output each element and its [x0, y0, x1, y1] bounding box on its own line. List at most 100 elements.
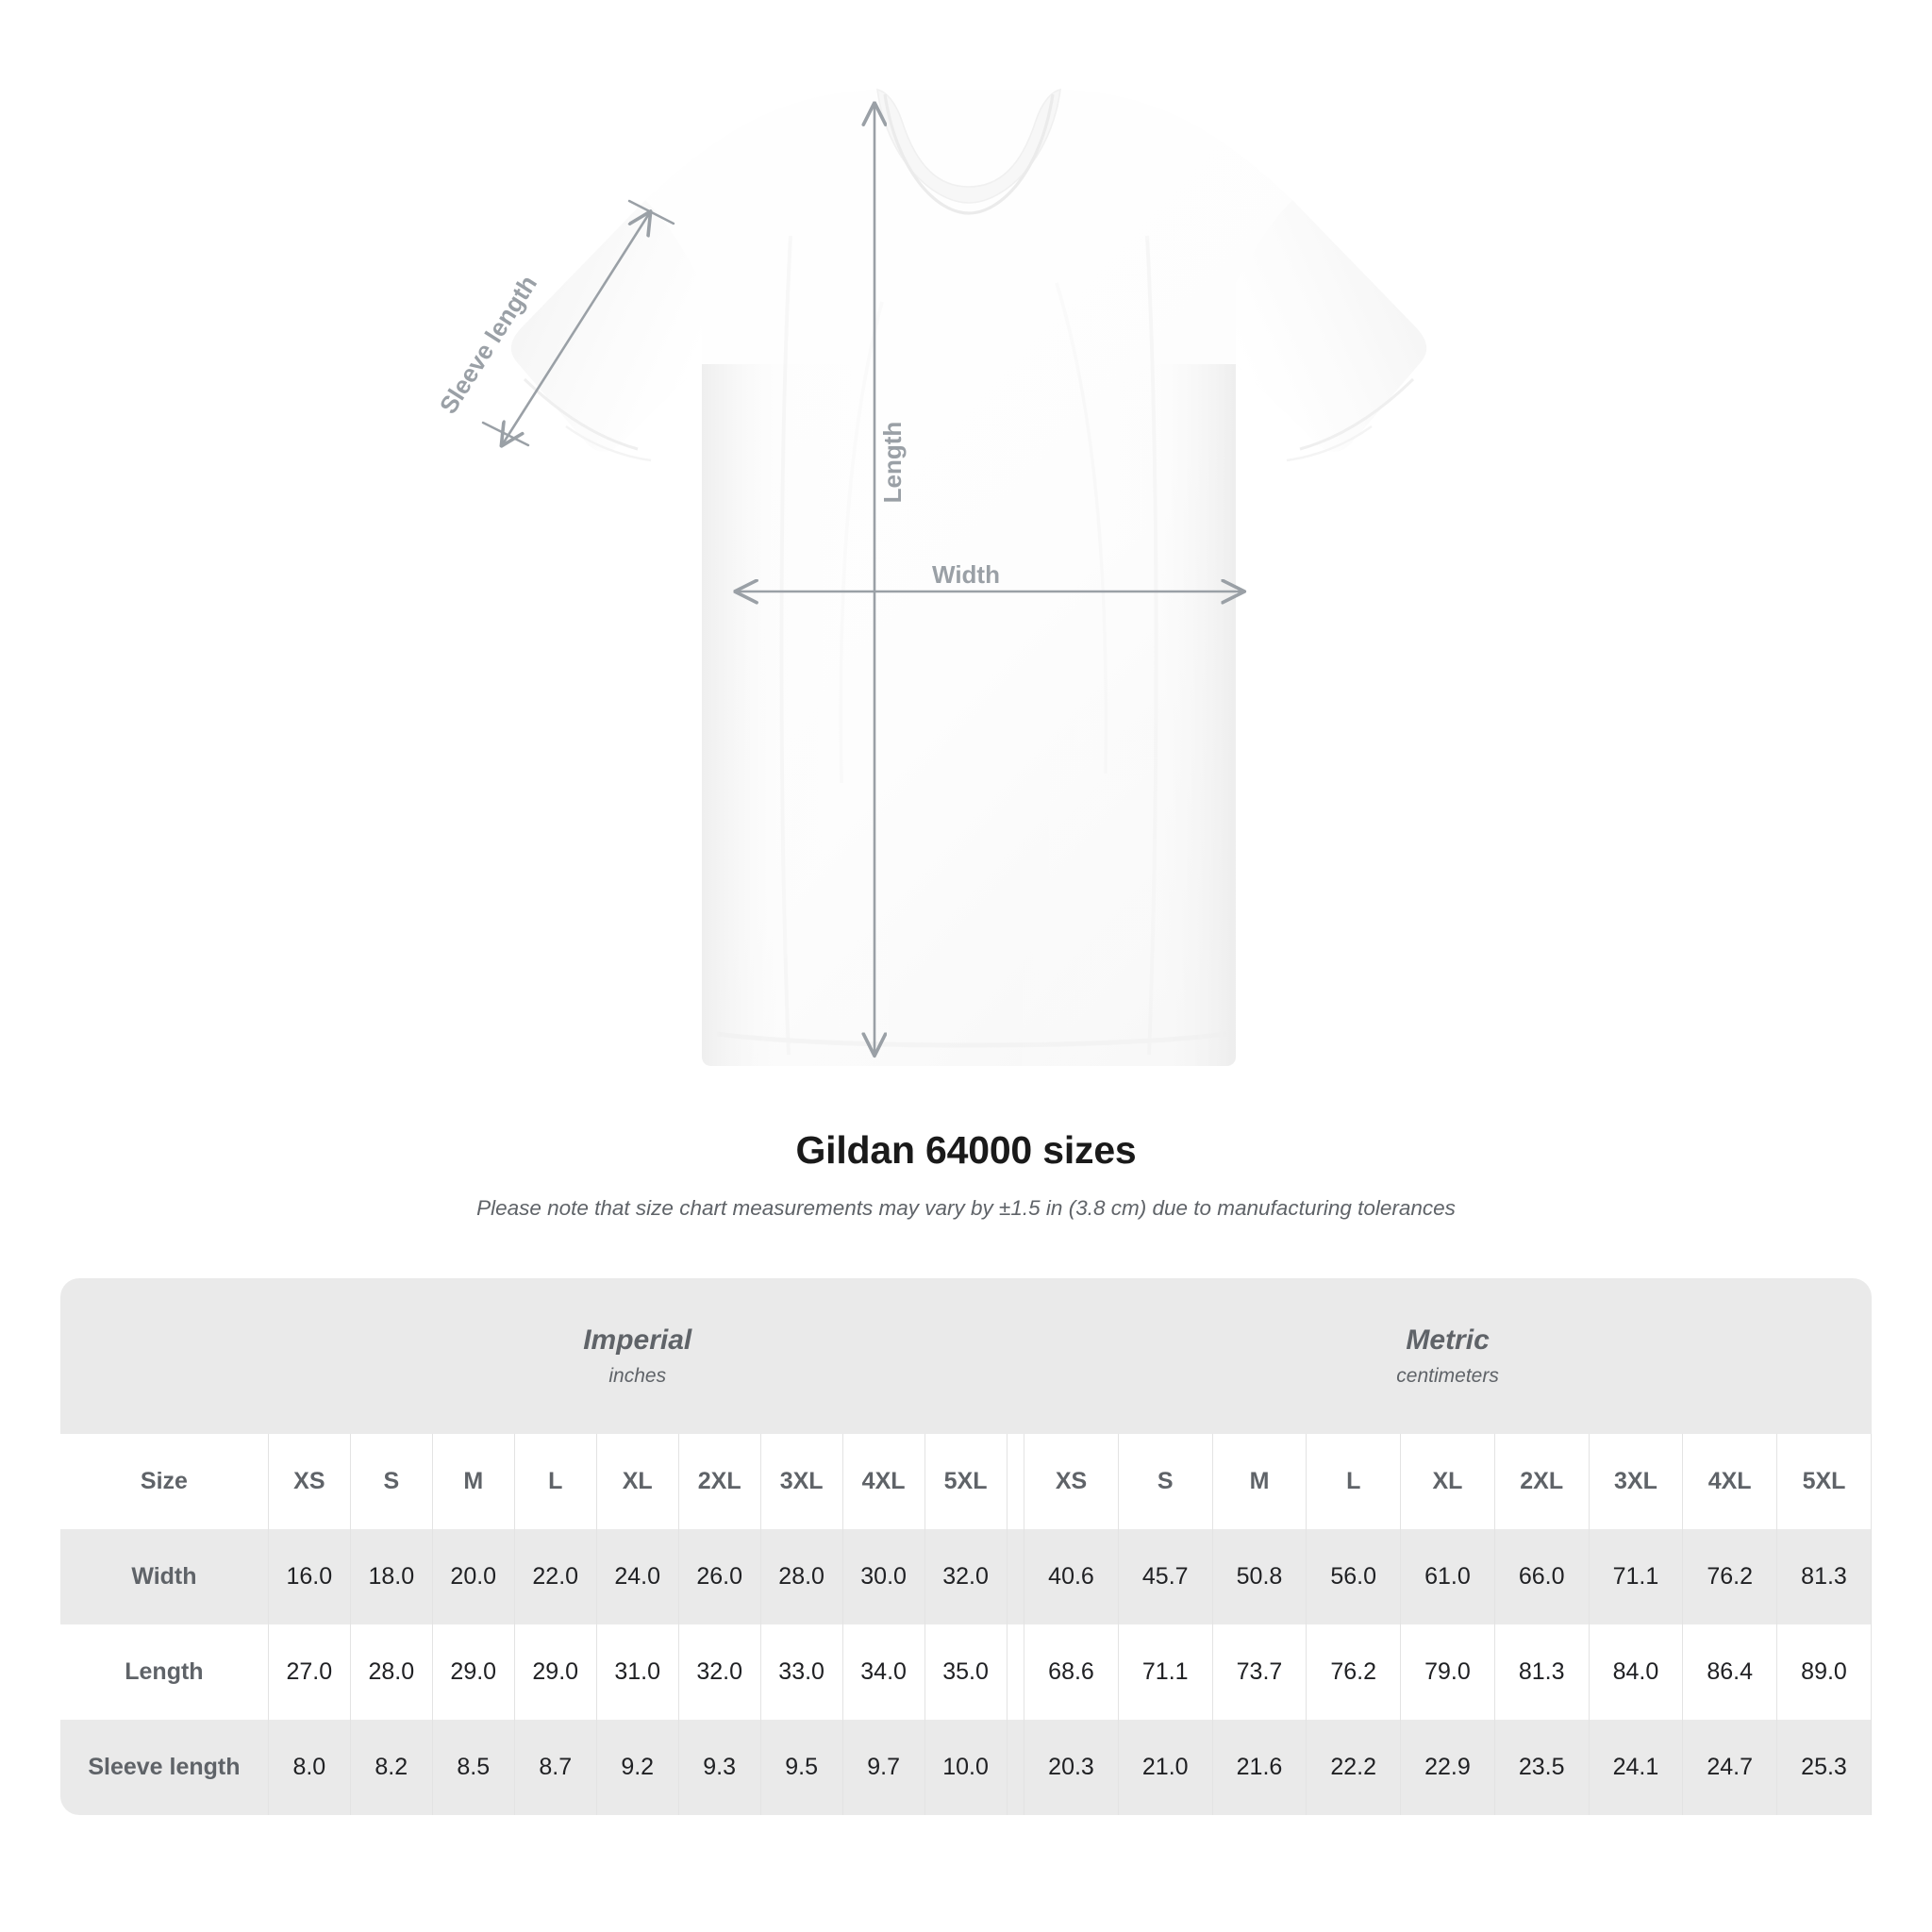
size-header-metric-s: S [1117, 1434, 1213, 1529]
size-header-metric-xs: XS [1024, 1434, 1119, 1529]
cell-length-metric-5xl: 89.0 [1776, 1624, 1872, 1720]
cell-sleeve-imperial-5xl: 10.0 [924, 1720, 1008, 1815]
cell-width-imperial-2xl: 26.0 [677, 1529, 761, 1624]
cell-sleeve-imperial-m: 8.5 [431, 1720, 515, 1815]
cell-width-metric-4xl: 76.2 [1682, 1529, 1778, 1624]
cell-sleeve-metric-l: 22.2 [1306, 1720, 1402, 1815]
shirt-body [510, 90, 1427, 1066]
unit-sub-metric: centimeters [1396, 1365, 1499, 1388]
table-row: Sleeve length 8.0 8.2 8.5 8.7 9.2 9.3 9.… [60, 1720, 1872, 1815]
cell-length-metric-m: 73.7 [1211, 1624, 1307, 1720]
cell-length-metric-xs: 68.6 [1024, 1624, 1119, 1720]
cell-length-imperial-xl: 31.0 [595, 1624, 679, 1720]
cell-length-metric-2xl: 81.3 [1493, 1624, 1590, 1720]
cell-width-metric-xs: 40.6 [1024, 1529, 1119, 1624]
cell-length-imperial-2xl: 32.0 [677, 1624, 761, 1720]
cell-length-imperial-4xl: 34.0 [841, 1624, 925, 1720]
cell-width-imperial-s: 18.0 [349, 1529, 433, 1624]
row-header-length: Length [60, 1624, 269, 1720]
cell-length-metric-l: 76.2 [1306, 1624, 1402, 1720]
size-header-imperial-s: S [349, 1434, 433, 1529]
cell-sleeve-metric-3xl: 24.1 [1588, 1720, 1684, 1815]
unit-sub-imperial: inches [608, 1365, 667, 1388]
cell-sleeve-imperial-l: 8.7 [513, 1720, 597, 1815]
section-divider-cell [1007, 1434, 1024, 1529]
shirt-collar [876, 88, 1061, 215]
cell-width-metric-5xl: 81.3 [1776, 1529, 1872, 1624]
unit-header-metric: Metric centimeters [1024, 1278, 1872, 1434]
unit-header-divider [1007, 1278, 1024, 1434]
size-header-imperial-2xl: 2XL [677, 1434, 761, 1529]
size-header-imperial-l: L [513, 1434, 597, 1529]
size-header-row: Size XS S M L XL 2XL 3XL 4XL 5XL XS S M … [60, 1434, 1872, 1529]
table-row: Length 27.0 28.0 29.0 29.0 31.0 32.0 33.… [60, 1624, 1872, 1720]
size-header-metric-xl: XL [1400, 1434, 1495, 1529]
cell-sleeve-metric-xl: 22.9 [1400, 1720, 1495, 1815]
cell-length-imperial-3xl: 33.0 [759, 1624, 843, 1720]
cell-length-metric-4xl: 86.4 [1682, 1624, 1778, 1720]
size-header-metric-2xl: 2XL [1493, 1434, 1590, 1529]
fabric-folds [716, 235, 1227, 1056]
size-header-imperial-xs: XS [267, 1434, 351, 1529]
cell-sleeve-imperial-3xl: 9.5 [759, 1720, 843, 1815]
unit-header-row: Imperial inches Metric centimeters [60, 1278, 1872, 1434]
heading-block: Gildan 64000 sizes Please note that size… [0, 1127, 1932, 1222]
tshirt-measurement-figure: Length Width Sleeve length [434, 88, 1427, 1066]
unit-title-metric: Metric [1406, 1324, 1490, 1356]
size-chart-table-wrapper: Imperial inches Metric centimeters Size … [60, 1278, 1872, 1815]
row-header-sleeve-length: Sleeve length [60, 1720, 269, 1815]
cell-width-imperial-l: 22.0 [513, 1529, 597, 1624]
cell-sleeve-metric-m: 21.6 [1211, 1720, 1307, 1815]
size-header-metric-3xl: 3XL [1588, 1434, 1684, 1529]
cell-length-imperial-l: 29.0 [513, 1624, 597, 1720]
size-chart-table: Imperial inches Metric centimeters Size … [60, 1278, 1872, 1815]
right-sleeve [1236, 200, 1427, 462]
cell-width-metric-2xl: 66.0 [1493, 1529, 1590, 1624]
cell-sleeve-metric-5xl: 25.3 [1776, 1720, 1872, 1815]
cell-sleeve-imperial-s: 8.2 [349, 1720, 433, 1815]
unit-title-imperial: Imperial [583, 1324, 692, 1356]
size-header-imperial-m: M [431, 1434, 515, 1529]
table-row: Width 16.0 18.0 20.0 22.0 24.0 26.0 28.0… [60, 1529, 1872, 1624]
cell-sleeve-imperial-xl: 9.2 [595, 1720, 679, 1815]
cell-length-imperial-xs: 27.0 [267, 1624, 351, 1720]
tolerance-note: Please note that size chart measurements… [476, 1196, 1456, 1221]
cell-sleeve-metric-4xl: 24.7 [1682, 1720, 1778, 1815]
size-header-metric-l: L [1306, 1434, 1402, 1529]
cell-width-metric-l: 56.0 [1306, 1529, 1402, 1624]
cell-width-metric-xl: 61.0 [1400, 1529, 1495, 1624]
size-header-imperial-4xl: 4XL [841, 1434, 925, 1529]
tshirt-diagram-svg: Length Width Sleeve length [434, 88, 1427, 1066]
section-divider-cell [1007, 1624, 1024, 1720]
size-header-imperial-3xl: 3XL [759, 1434, 843, 1529]
row-header-width: Width [60, 1529, 269, 1624]
size-header-imperial-5xl: 5XL [924, 1434, 1008, 1529]
size-header-metric-m: M [1211, 1434, 1307, 1529]
cell-sleeve-imperial-xs: 8.0 [267, 1720, 351, 1815]
left-sleeve [510, 200, 702, 462]
cell-width-imperial-4xl: 30.0 [841, 1529, 925, 1624]
cell-sleeve-metric-xs: 20.3 [1024, 1720, 1119, 1815]
cell-length-imperial-s: 28.0 [349, 1624, 433, 1720]
unit-header-imperial: Imperial inches [268, 1278, 1008, 1434]
cell-length-imperial-5xl: 35.0 [924, 1624, 1008, 1720]
cell-width-imperial-m: 20.0 [431, 1529, 515, 1624]
cell-width-imperial-3xl: 28.0 [759, 1529, 843, 1624]
cell-width-metric-s: 45.7 [1117, 1529, 1213, 1624]
cell-length-metric-s: 71.1 [1117, 1624, 1213, 1720]
size-header-imperial-xl: XL [595, 1434, 679, 1529]
width-dimension: Width [736, 560, 1243, 591]
cell-length-imperial-m: 29.0 [431, 1624, 515, 1720]
section-divider-cell [1007, 1720, 1024, 1815]
length-label: Length [878, 422, 907, 504]
cell-width-imperial-xl: 24.0 [595, 1529, 679, 1624]
size-header-metric-5xl: 5XL [1776, 1434, 1872, 1529]
section-divider-cell [1007, 1529, 1024, 1624]
unit-header-spacer [60, 1278, 269, 1434]
cell-width-metric-3xl: 71.1 [1588, 1529, 1684, 1624]
cell-sleeve-imperial-2xl: 9.3 [677, 1720, 761, 1815]
page-title: Gildan 64000 sizes [795, 1128, 1137, 1172]
row-header-size: Size [60, 1434, 269, 1529]
width-label: Width [932, 560, 1000, 589]
cell-width-metric-m: 50.8 [1211, 1529, 1307, 1624]
